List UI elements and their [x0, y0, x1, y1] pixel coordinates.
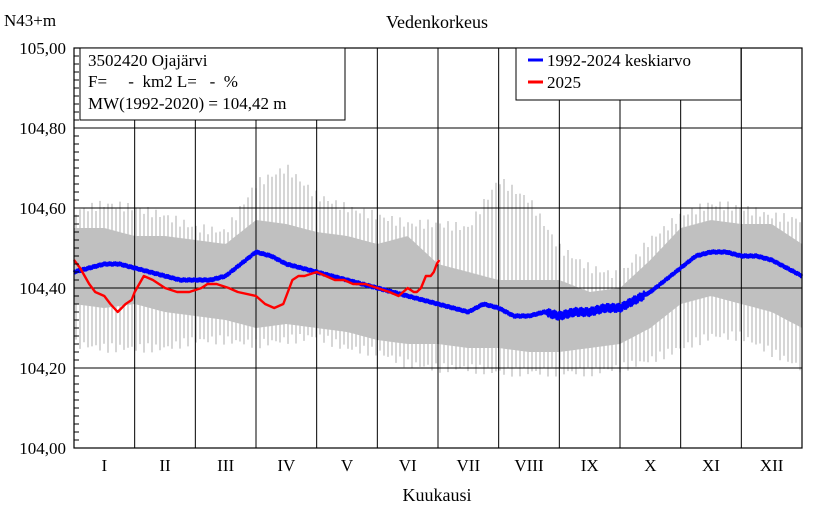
chart-title: Vedenkorkeus [386, 12, 488, 32]
month-label: X [644, 456, 656, 475]
y-tick-label: 104,80 [19, 119, 66, 138]
month-label: I [101, 456, 107, 475]
y-tick-label: 104,20 [19, 359, 66, 378]
y-tick-label: 105,00 [19, 39, 66, 58]
month-label: VIII [514, 456, 544, 475]
y-tick-label: 104,60 [19, 199, 66, 218]
y-tick-label: 104,40 [19, 279, 66, 298]
month-label: VI [399, 456, 417, 475]
info-box [79, 47, 346, 121]
y-axis-unit-label: N43+m [4, 11, 56, 30]
legend-current-label: 2025 [547, 73, 581, 92]
month-label: III [217, 456, 234, 475]
legend-box [515, 47, 742, 101]
legend-mean-label: 1992-2024 keskiarvo [547, 51, 691, 70]
x-axis-label: Kuukausi [403, 485, 472, 505]
month-label: IV [277, 456, 296, 475]
month-label: VII [457, 456, 481, 475]
month-label: V [341, 456, 354, 475]
month-labels: I II III IV V VI VII VIII IX X XI XII [101, 456, 783, 475]
current-year-line [73, 259, 441, 314]
mean-line [72, 249, 804, 321]
axis-ticks [74, 55, 79, 441]
month-label: XI [702, 456, 720, 475]
mean-water-level: MW(1992-2020) = 104,42 m [88, 94, 286, 113]
grid [74, 48, 802, 448]
y-tick-labels: 104,00 104,20 104,40 104,60 104,80 105,00 [19, 39, 66, 458]
month-label: IX [581, 456, 599, 475]
station-name: 3502420 Ojajärvi [88, 51, 208, 70]
area-info: F= - km2 L= - % [88, 72, 238, 91]
y-tick-label: 104,00 [19, 439, 66, 458]
month-label: II [159, 456, 171, 475]
series [72, 249, 804, 321]
month-label: XII [760, 456, 784, 475]
